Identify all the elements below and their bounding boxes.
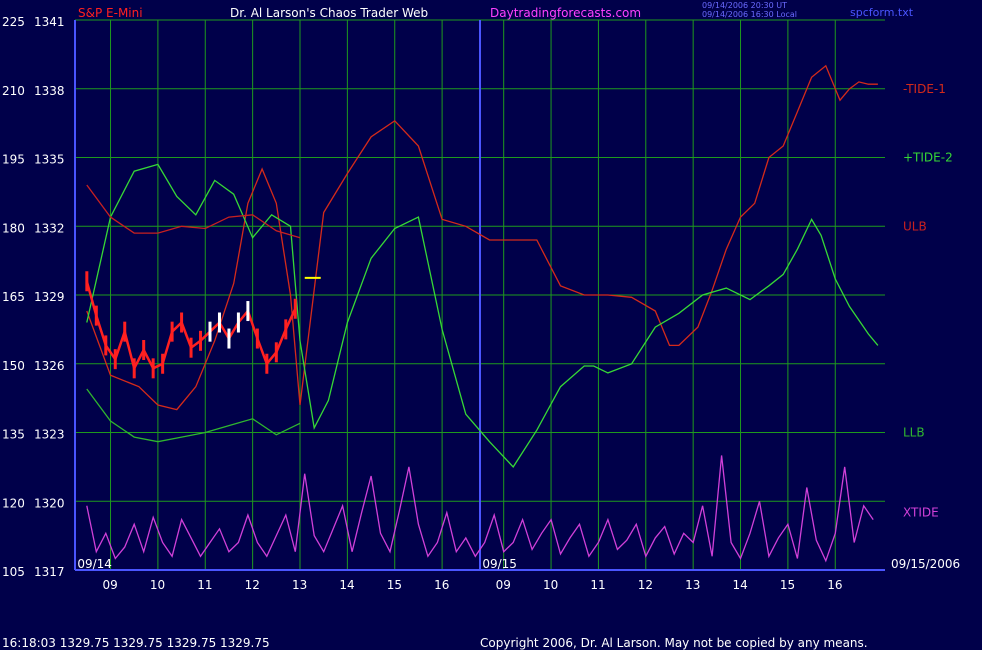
symbol-title: S&P E-Mini: [78, 6, 143, 20]
x-tick-label: 14: [733, 578, 748, 592]
timestamp-ut: 09/14/2006 20:30 UT: [702, 1, 787, 10]
series-label: -TIDE-1: [903, 82, 946, 96]
x-tick-label: 16: [434, 578, 449, 592]
series-label: +TIDE-2: [903, 151, 953, 165]
y-tick-outer: 180: [2, 221, 25, 235]
axis-labels: 225 1341 210 1338 195 1335 180 1332 165 1329 150 13…: [2, 15, 960, 592]
timestamp-local: 09/14/2006 16:30 Local: [702, 10, 797, 19]
y-tick-outer: 105: [2, 565, 25, 579]
x-tick-label: 09: [496, 578, 511, 592]
series-layer: [85, 64, 879, 563]
x-tick-label: 13: [685, 578, 700, 592]
x-tick-label: 10: [543, 578, 558, 592]
series-label: XTIDE: [903, 506, 939, 520]
date-label: 09/14: [77, 557, 112, 571]
x-tick-label: 11: [197, 578, 212, 592]
x-tick-label: 15: [780, 578, 795, 592]
date-label: 09/15: [482, 557, 517, 571]
series-label: LLB: [903, 426, 925, 440]
series-label: ULB: [903, 219, 927, 233]
y-tick-outer: 150: [2, 359, 25, 373]
y-tick-inner: 1335: [34, 153, 65, 167]
site-link[interactable]: Daytradingforecasts.com: [490, 6, 641, 20]
series-line-ulb: [86, 184, 301, 239]
y-tick-outer: 210: [2, 84, 25, 98]
copyright: Copyright 2006, Dr. Al Larson. May not b…: [480, 636, 868, 650]
y-tick-inner: 1323: [34, 428, 65, 442]
y-tick-inner: 1341: [34, 15, 65, 29]
x-tick-label: 12: [245, 578, 260, 592]
x-tick-label: 10: [150, 578, 165, 592]
file-name: spcform.txt: [850, 6, 914, 19]
y-tick-outer: 165: [2, 290, 25, 304]
y-tick-outer: 225: [2, 15, 25, 29]
x-tick-label: 14: [339, 578, 354, 592]
x-tick-label: 12: [638, 578, 653, 592]
y-tick-inner: 1320: [34, 496, 65, 510]
quote-line: 16:18:03 1329.75 1329.75 1329.75 1329.75: [2, 636, 270, 650]
y-tick-outer: 195: [2, 153, 25, 167]
date-label: 09/15/2006: [891, 557, 960, 571]
series-line-llb: [86, 388, 301, 443]
y-tick-inner: 1326: [34, 359, 65, 373]
y-tick-outer: 120: [2, 496, 25, 510]
x-tick-label: 16: [827, 578, 842, 592]
page-title: Dr. Al Larson's Chaos Trader Web: [230, 6, 428, 20]
y-tick-inner: 1317: [34, 565, 65, 579]
x-tick-label: 11: [590, 578, 605, 592]
series-line-tide2: [86, 163, 879, 468]
y-tick-inner: 1338: [34, 84, 65, 98]
series-line-xtide: [86, 455, 874, 563]
y-tick-outer: 135: [2, 428, 25, 442]
y-tick-inner: 1332: [34, 221, 65, 235]
grid: [74, 19, 885, 571]
x-tick-label: 13: [292, 578, 307, 592]
series-line-tide1: [86, 64, 878, 411]
y-tick-inner: 1329: [34, 290, 65, 304]
x-tick-label: 15: [387, 578, 402, 592]
x-tick-label: 09: [103, 578, 118, 592]
